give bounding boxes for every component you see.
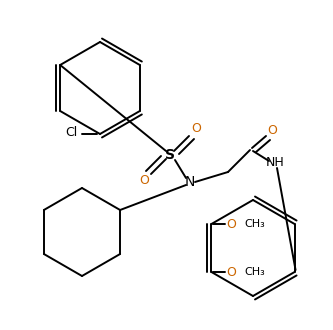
Text: CH₃: CH₃ (244, 267, 265, 277)
Text: S: S (165, 148, 175, 162)
Text: Cl: Cl (66, 126, 78, 140)
Text: N: N (185, 175, 195, 189)
Text: O: O (226, 266, 236, 279)
Text: O: O (226, 217, 236, 230)
Text: O: O (191, 122, 201, 136)
Text: NH: NH (266, 156, 284, 170)
Text: O: O (139, 175, 149, 187)
Text: CH₃: CH₃ (244, 219, 265, 229)
Text: O: O (267, 123, 277, 137)
